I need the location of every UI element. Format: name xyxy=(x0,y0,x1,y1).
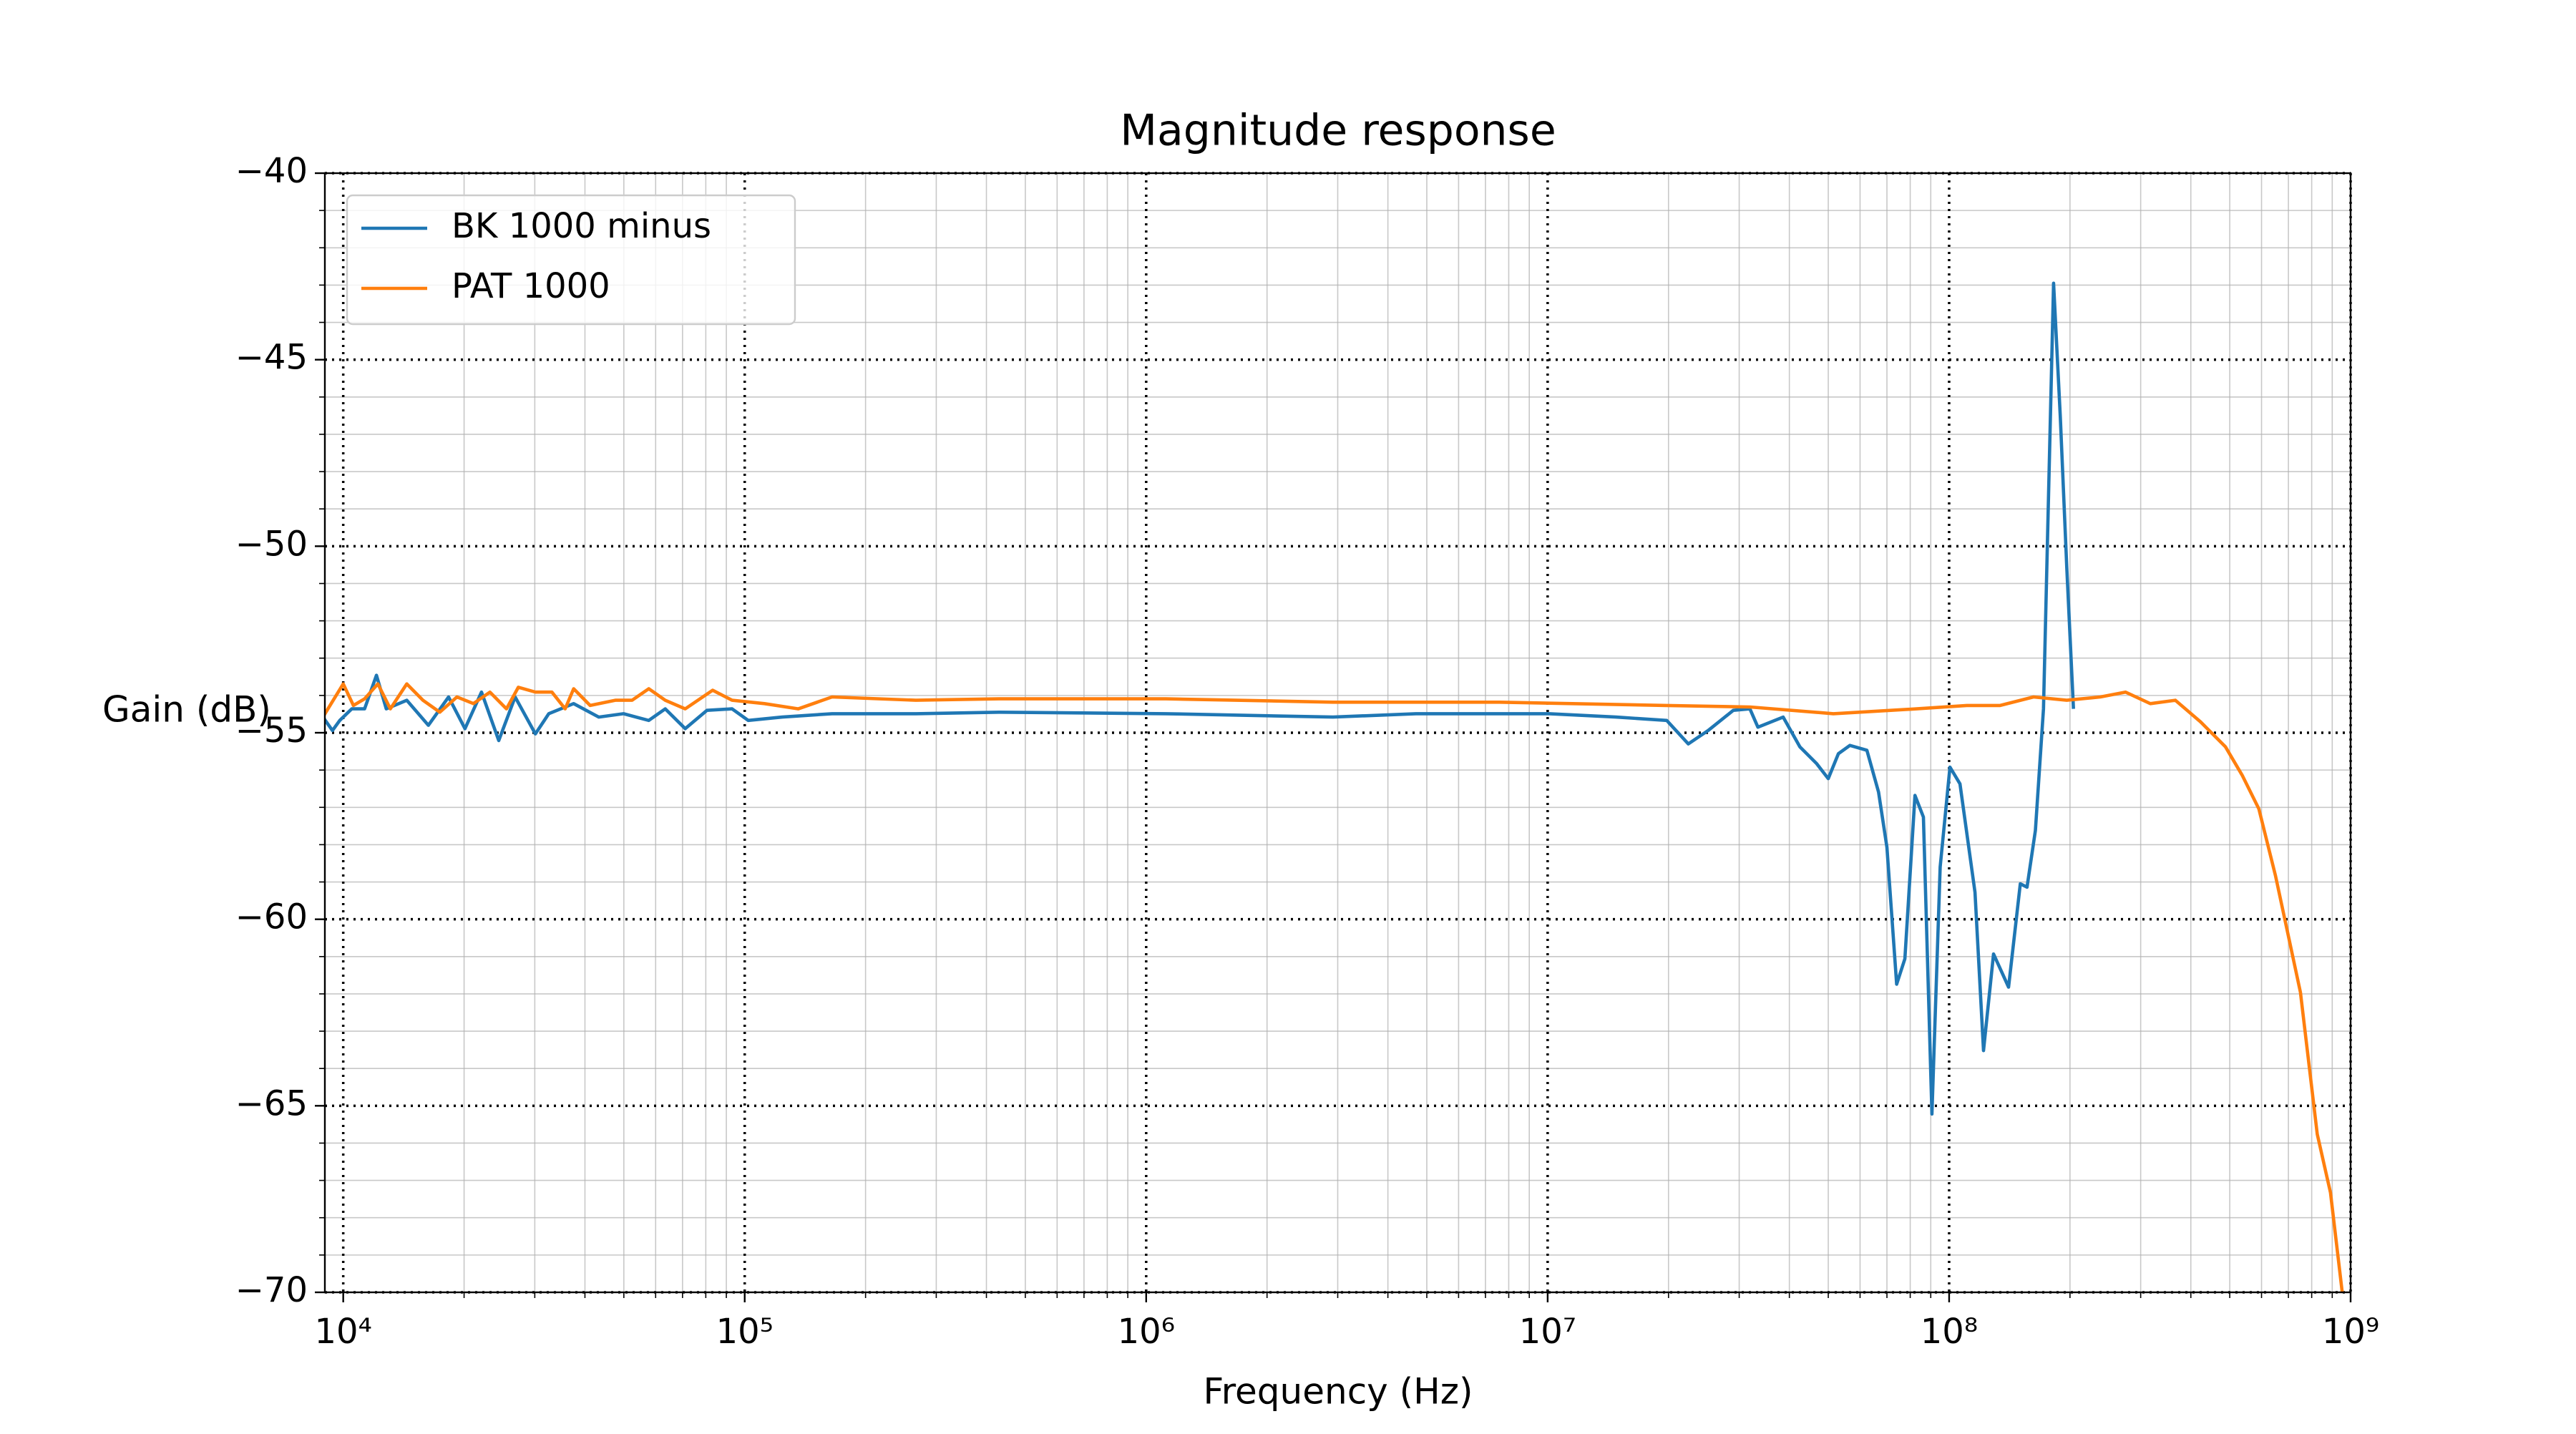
y-axis-label: Gain (dB) xyxy=(102,689,271,731)
y-tick-label: −55 xyxy=(235,711,308,751)
plot-lines xyxy=(325,281,2344,1292)
y-tick-label: −60 xyxy=(235,897,308,937)
axes: 10⁴ 10⁵ 10⁶ 10⁷ 10⁸ 10⁹ −70 −65 −60 −55 −50 −45 −40 xyxy=(235,151,2379,1352)
series-line xyxy=(325,682,2344,1292)
y-tick-label: −70 xyxy=(235,1270,308,1310)
chart-title: Magnitude response xyxy=(1120,106,1556,156)
legend-box xyxy=(346,194,796,326)
x-axis-label: Frequency (Hz) xyxy=(1203,1371,1473,1413)
y-tick-label: −40 xyxy=(235,151,308,191)
x-tick-label: 10⁸ xyxy=(1921,1312,1978,1352)
series-line xyxy=(325,281,2075,1116)
legend: BK 1000 minus PAT 1000 xyxy=(346,194,796,326)
x-tick-label: 10⁹ xyxy=(2322,1312,2379,1352)
x-tick-label: 10⁴ xyxy=(315,1312,372,1352)
x-tick-label: 10⁶ xyxy=(1118,1312,1175,1352)
x-tick-label: 10⁵ xyxy=(716,1312,774,1352)
x-tick-label: 10⁷ xyxy=(1519,1312,1576,1352)
y-tick-label: −50 xyxy=(235,524,308,564)
legend-label: BK 1000 minus xyxy=(452,206,711,246)
legend-label: PAT 1000 xyxy=(452,266,610,306)
y-tick-label: −45 xyxy=(235,338,308,378)
y-tick-label: −65 xyxy=(235,1083,308,1123)
